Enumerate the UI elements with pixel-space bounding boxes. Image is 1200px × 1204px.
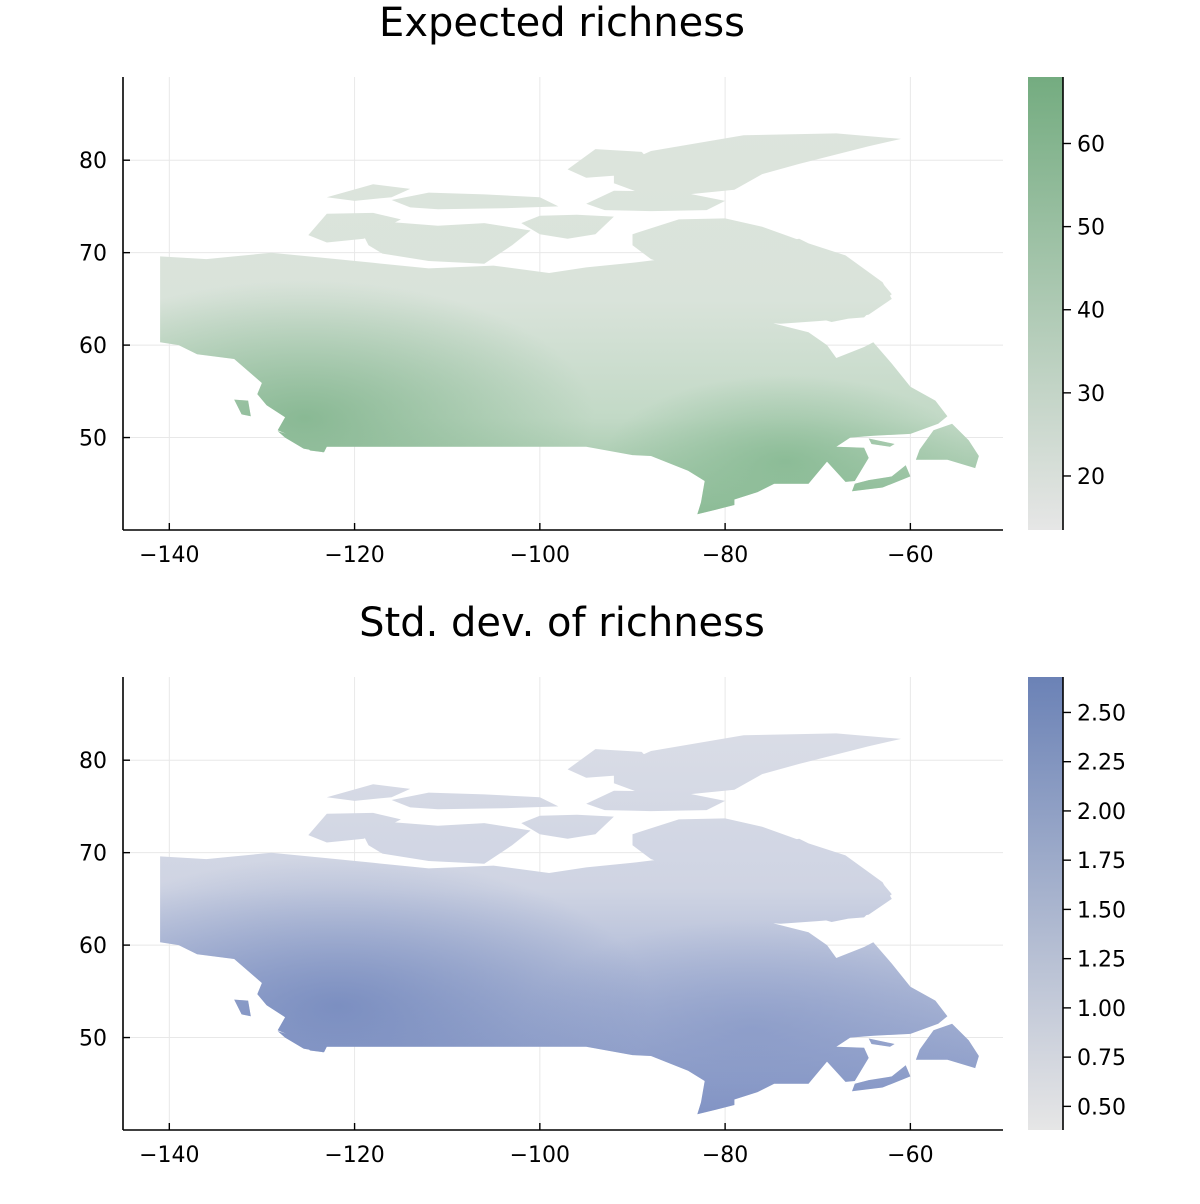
x-tick-label: −100 bbox=[510, 1143, 570, 1168]
x-tick-label: −80 bbox=[702, 543, 748, 568]
colorbar-tick-label: 0.50 bbox=[1077, 1095, 1126, 1120]
colorbar-tick-label: 40 bbox=[1077, 299, 1105, 324]
colorbar-tick-label: 30 bbox=[1077, 382, 1105, 407]
colorbar-tick-label: 50 bbox=[1077, 216, 1105, 241]
colorbar-gradient bbox=[1028, 677, 1063, 1130]
y-tick-label: 70 bbox=[79, 242, 107, 267]
y-tick-label: 60 bbox=[79, 934, 107, 959]
y-tick-label: 80 bbox=[79, 149, 107, 174]
x-tick-label: −140 bbox=[139, 543, 199, 568]
expected-richness-panel: Expected richness −140 −120 −100 −80 −60 50 60… bbox=[79, 0, 1105, 568]
panel-title: Expected richness bbox=[379, 0, 745, 46]
colorbar-tick-label: 1.75 bbox=[1077, 849, 1126, 874]
colorbar: 20 30 40 50 60 bbox=[1028, 77, 1105, 530]
axes: −140 −120 −100 −80 −60 50 60 70 80 bbox=[79, 77, 1003, 568]
colorbar-tick-label: 1.25 bbox=[1077, 948, 1126, 973]
y-tick-label: 60 bbox=[79, 334, 107, 359]
map-layer bbox=[160, 733, 979, 1115]
std-dev-richness-panel: Std. dev. of richness −140 −120 −100 −80 −60… bbox=[79, 600, 1126, 1168]
std-dev-east-high bbox=[160, 733, 979, 1115]
x-tick-label: −80 bbox=[702, 1143, 748, 1168]
axes: −140 −120 −100 −80 −60 50 60 70 80 bbox=[79, 677, 1003, 1168]
y-tick-label: 50 bbox=[79, 427, 107, 452]
colorbar-gradient bbox=[1028, 77, 1063, 530]
x-tick-label: −60 bbox=[887, 543, 933, 568]
colorbar-tick-label: 1.00 bbox=[1077, 997, 1126, 1022]
colorbar-tick-label: 1.50 bbox=[1077, 898, 1126, 923]
y-tick-label: 70 bbox=[79, 842, 107, 867]
panel-title: Std. dev. of richness bbox=[359, 600, 765, 646]
std-dev-map bbox=[160, 733, 979, 1115]
x-tick-label: −120 bbox=[324, 543, 384, 568]
richness-map bbox=[160, 133, 979, 515]
colorbar-tick-label: 2.50 bbox=[1077, 701, 1126, 726]
y-tick-label: 80 bbox=[79, 749, 107, 774]
x-tick-label: −120 bbox=[324, 1143, 384, 1168]
x-tick-label: −140 bbox=[139, 1143, 199, 1168]
y-tick-label: 50 bbox=[79, 1027, 107, 1052]
colorbar-tick-label: 2.00 bbox=[1077, 800, 1126, 825]
map-layer bbox=[160, 133, 979, 515]
x-tick-label: −60 bbox=[887, 1143, 933, 1168]
richness-east-high bbox=[160, 133, 979, 515]
x-tick-label: −100 bbox=[510, 543, 570, 568]
colorbar-tick-label: 0.75 bbox=[1077, 1046, 1126, 1071]
colorbar-tick-label: 2.25 bbox=[1077, 751, 1126, 776]
colorbar: 0.50 0.75 1.00 1.25 1.50 1.75 2.00 2.25 2.50 bbox=[1028, 677, 1126, 1130]
colorbar-tick-label: 20 bbox=[1077, 465, 1105, 490]
colorbar-tick-label: 60 bbox=[1077, 132, 1105, 157]
